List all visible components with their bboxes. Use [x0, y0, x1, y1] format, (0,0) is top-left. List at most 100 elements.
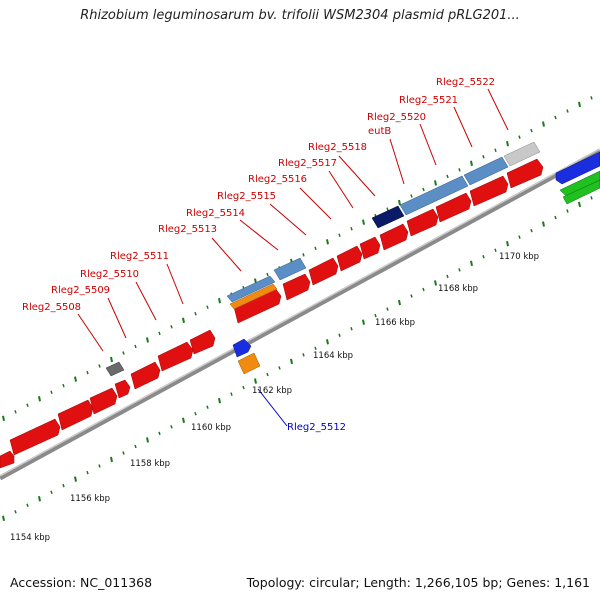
gene-block[interactable]: [237, 352, 261, 375]
leader-line: [453, 106, 473, 148]
tick-mark: [422, 287, 425, 292]
tick-mark: [506, 240, 509, 247]
gene-arrow[interactable]: [0, 450, 15, 469]
gene-arrow[interactable]: [282, 273, 311, 301]
gene-arrow[interactable]: [130, 361, 161, 390]
gene-arrow[interactable]: [379, 223, 409, 251]
gene-label[interactable]: Rleg2_5509: [51, 285, 110, 296]
tick-mark: [326, 339, 329, 345]
tick-mark: [434, 280, 437, 286]
gene-arrow[interactable]: [57, 399, 94, 431]
gene-arrow[interactable]: [469, 175, 509, 207]
gene-label[interactable]: Rleg2_5512: [287, 422, 346, 433]
leader-line: [389, 138, 405, 185]
tick-mark: [278, 366, 281, 370]
tick-mark: [422, 187, 425, 192]
gene-block[interactable]: [562, 179, 600, 205]
gene-label[interactable]: Rleg2_5510: [80, 269, 139, 280]
gene-label[interactable]: Rleg2_5522: [436, 77, 495, 88]
tick-mark: [554, 115, 557, 120]
leader-line: [338, 155, 376, 197]
gene-arrow[interactable]: [232, 338, 252, 358]
gene-block[interactable]: [371, 205, 405, 229]
leader-line: [419, 123, 437, 166]
gene-block[interactable]: [226, 275, 276, 303]
gene-label[interactable]: eutB: [368, 126, 391, 137]
gene-label[interactable]: Rleg2_5515: [217, 191, 276, 202]
gene-block[interactable]: [503, 141, 541, 167]
tick-mark: [2, 415, 5, 422]
tick-label: 1160 kbp: [191, 423, 231, 433]
gene-arrow[interactable]: [89, 387, 118, 415]
leader-line: [269, 203, 307, 236]
tick-mark: [206, 305, 209, 309]
page-title: Rhizobium leguminosarum bv. trifolii WSM…: [80, 8, 520, 23]
gene-arrow[interactable]: [189, 329, 216, 355]
gene-arrow[interactable]: [9, 418, 61, 456]
tick-label: 1168 kbp: [438, 284, 478, 294]
gene-label[interactable]: Rleg2_5508: [22, 302, 81, 313]
tick-mark: [470, 260, 473, 267]
leader-line: [166, 263, 184, 305]
gene-label[interactable]: Rleg2_5518: [308, 142, 367, 153]
tick-tracks: [2, 96, 593, 522]
gene-labels: Rleg2_5508 Rleg2_5509 Rleg2_5510 Rleg2_5…: [22, 77, 495, 433]
gene-arrow[interactable]: [359, 236, 381, 260]
tick-mark: [362, 219, 365, 225]
gene-label[interactable]: Rleg2_5516: [248, 174, 307, 185]
gene-block[interactable]: [105, 361, 125, 377]
gene-block[interactable]: [463, 156, 509, 186]
gene-label[interactable]: Rleg2_5520: [367, 112, 426, 123]
tick-mark: [338, 233, 341, 237]
tick-mark: [86, 470, 89, 475]
tick-mark: [38, 396, 41, 402]
tick-mark: [110, 356, 113, 363]
tick-mark: [554, 215, 557, 220]
tick-mark: [134, 344, 137, 349]
gene-arrow[interactable]: [555, 151, 600, 185]
tick-mark: [14, 410, 17, 414]
gene-label[interactable]: Rleg2_5521: [399, 95, 458, 106]
tick-label: 1170 kbp: [499, 252, 539, 262]
gene-arrow[interactable]: [336, 245, 363, 272]
tick-mark: [578, 101, 581, 108]
tick-mark: [458, 168, 461, 172]
gene-arrow[interactable]: [435, 192, 472, 223]
gene-block[interactable]: [399, 175, 469, 216]
gene-arrow[interactable]: [506, 158, 544, 189]
tick-mark: [146, 437, 149, 443]
tick-mark: [218, 297, 221, 304]
gene-arrow[interactable]: [157, 341, 194, 372]
tick-label: 1154 kbp: [10, 533, 50, 543]
tick-mark: [50, 490, 53, 494]
tick-mark: [386, 207, 389, 211]
tick-mark: [518, 235, 521, 239]
leader-line: [107, 297, 127, 339]
gene-block[interactable]: [273, 257, 307, 281]
gene-block[interactable]: [559, 170, 600, 197]
tick-mark: [590, 96, 593, 100]
tick-mark: [170, 425, 173, 429]
tick-mark: [302, 253, 305, 257]
tick-mark: [386, 307, 389, 311]
tick-mark: [542, 221, 545, 227]
tick-mark: [398, 199, 401, 206]
gene-label[interactable]: Rleg2_5513: [158, 224, 217, 235]
gene-block[interactable]: [229, 283, 278, 310]
gene-label[interactable]: Rleg2_5517: [278, 158, 337, 169]
tick-mark: [530, 128, 533, 133]
tick-mark: [14, 510, 17, 514]
gene-label[interactable]: Rleg2_5511: [110, 251, 169, 262]
gene-arrow[interactable]: [308, 257, 339, 286]
tick-mark: [518, 135, 521, 139]
tick-mark: [590, 196, 593, 200]
tick-mark: [134, 444, 137, 449]
tick-mark: [122, 351, 125, 355]
gene-arrow[interactable]: [406, 208, 439, 237]
gene-label[interactable]: Rleg2_5514: [186, 208, 245, 219]
tick-mark: [266, 272, 269, 277]
tick-mark: [2, 515, 5, 522]
tick-mark: [122, 451, 125, 455]
gene-arrow[interactable]: [114, 379, 131, 399]
